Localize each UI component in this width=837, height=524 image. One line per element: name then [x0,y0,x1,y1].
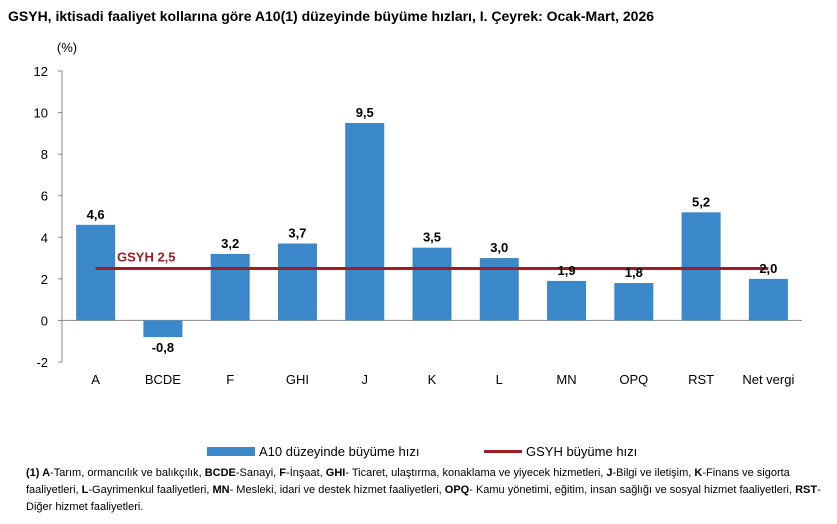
data-label: -0,8 [152,340,174,355]
data-label: 1,8 [625,265,643,280]
x-tick-label: GHI [286,372,309,387]
footnote-code: A [42,467,51,479]
x-tick-label: A [91,372,100,387]
footnote: (1) A-Tarım, ormancılık ve balıkçılık, B… [26,465,826,516]
legend-item-line: GSYH büyüme hızı [484,444,637,459]
x-tick-label: RST [688,372,714,387]
bar-ghi [277,243,317,321]
y-tick-label: 0 [41,313,48,328]
footnote-description: -İnşaat, [286,467,326,479]
x-tick-label: MN [556,372,576,387]
y-tick-label: 8 [41,147,48,162]
data-labels: 4,6 -0,8 3,2 3,7 9,5 3,5 3,0 1,9 1,8 5,2 2,0 [87,105,778,355]
footnote-code: BCDE [204,467,236,479]
legend-bar-swatch [207,447,255,456]
bar-bcde [143,320,183,338]
bars [76,122,788,338]
y-tick-label: 10 [34,106,48,121]
x-tick-label: F [226,372,234,387]
data-label: 3,7 [288,226,306,241]
data-label: 2,0 [759,261,777,276]
footnote-description: -Bilgi ve iletişim, [612,467,695,479]
data-label: 3,5 [423,230,441,245]
x-tick-labels: A BCDE F GHI J K L MN OPQ RST Net vergi [91,372,794,387]
footnote-code: OPQ [444,484,470,496]
bar-rst [681,212,721,321]
footnote-code: K [694,467,703,479]
legend: A10 düzeyinde büyüme hızı GSYH büyüme hı… [0,444,837,462]
data-label: 5,2 [692,194,710,209]
footnote-description: - Ticaret, ulaştırma, konaklama ve yiyec… [345,467,607,479]
legend-label-bars: A10 düzeyinde büyüme hızı [259,444,420,459]
y-tick-label: 6 [41,189,48,204]
y-axis-label: (%) [57,40,77,55]
bar-net-vergi [748,278,788,321]
footnote-description: -Tarım, ormancılık ve balıkçılık, [50,467,205,479]
footnote-code: F [279,467,287,479]
footnote-code: MN [212,484,230,496]
bar-opq [614,283,654,321]
bar-a [76,224,116,321]
y-tick-label: 2 [41,272,48,287]
x-tick-label: K [428,372,437,387]
data-label: 1,9 [558,263,576,278]
x-tick-label: OPQ [619,372,648,387]
x-tick-label: Net vergi [742,372,794,387]
x-tick-label: J [361,372,368,387]
data-label: 9,5 [356,105,374,120]
data-label: 3,0 [490,240,508,255]
gdp-line-group: GSYH 2,5 [95,249,769,270]
bar-k [412,247,452,321]
footnote-code: L [81,484,89,496]
x-tick-label: L [496,372,503,387]
legend-item-bars: A10 düzeyinde büyüme hızı [207,444,419,459]
footnote-description: - Kamu yönetimi, eğitim, insan sağlığı v… [469,484,796,496]
y-tick-label: 4 [41,230,48,245]
bar-j [345,122,385,321]
footnote-code: RST [795,484,818,496]
footnote-description: -Gayrimenkul faaliyetleri, [88,484,213,496]
footnote-marker: (1) [26,467,43,479]
legend-label-line: GSYH büyüme hızı [526,444,638,459]
bar-f [210,253,250,321]
data-label: 3,2 [221,236,239,251]
y-tick-label: -2 [36,355,48,370]
footnote-description: - Diğer hizmet faaliyetleri. [26,484,821,513]
footnote-description: -Sanayi, [235,467,280,479]
chart-title: GSYH, iktisadi faaliyet kollarına göre A… [8,8,655,24]
y-tick-label: 12 [34,64,48,79]
data-label: 4,6 [87,207,105,222]
legend-line-swatch [484,450,522,453]
footnote-description: - Mesleki, idari ve destek hizmet faaliy… [229,484,445,496]
footnote-code: J [606,467,613,479]
x-tick-label: BCDE [145,372,181,387]
gdp-line-label: GSYH 2,5 [117,249,176,264]
footnote-description: -Finans ve sigorta faaliyetleri, [26,467,790,496]
footnote-code: GHI [325,467,346,479]
bar-chart: (%) -2 0 2 4 6 8 10 12 GSYH 2,5 4,6 -0,8 3,2 3,7 9,… [34,40,802,387]
bar-mn [547,280,587,321]
